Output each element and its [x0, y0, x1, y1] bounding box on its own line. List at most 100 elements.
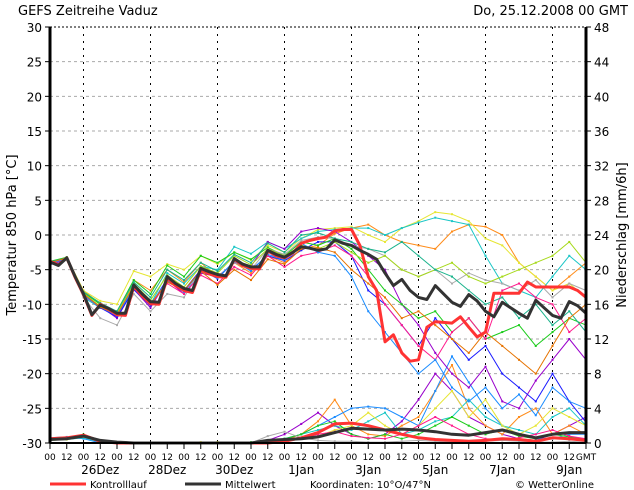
temp-member-point [233, 245, 236, 248]
precip-member-point [317, 433, 319, 436]
x-tick-label: 00 [245, 453, 257, 463]
precip-member-point [384, 407, 386, 410]
temp-member-point [250, 263, 252, 266]
temp-mean-point [166, 275, 169, 278]
precip-member-point [551, 429, 554, 431]
precip-member-point [467, 424, 470, 427]
temp-member-point [350, 225, 353, 228]
precip-member-point [467, 416, 470, 418]
x-tick-label: 12 [162, 453, 173, 463]
precip-member-point [300, 422, 303, 425]
temp-member-point [467, 386, 470, 389]
temp-member-point [250, 252, 252, 255]
temp-member-point [518, 268, 520, 271]
precip-mean-point [367, 428, 370, 431]
precip-member-point [417, 433, 420, 436]
temp-control-point [358, 244, 361, 247]
temp-member-point [116, 324, 118, 327]
precip-member-point [551, 407, 554, 410]
y-tick-label: 5 [34, 194, 42, 208]
temp-member-point [551, 324, 554, 327]
temp-member-point [266, 246, 269, 249]
temp-member-point [400, 317, 403, 320]
y2-tick-label: 0 [594, 437, 602, 451]
precip-member-point [350, 440, 353, 443]
precip-member-point [534, 424, 537, 427]
legend: Kontrolllauf Mittelwert Koordinaten: 10°… [50, 480, 594, 490]
temp-mean-point [459, 305, 462, 308]
temperature-series [49, 211, 588, 424]
temp-member-point [501, 296, 504, 299]
temp-member-point [300, 230, 303, 233]
precip-member-point [534, 407, 537, 410]
temp-member-point [116, 315, 118, 318]
y-tick-label: 0 [34, 229, 42, 243]
precip-control-point [518, 438, 520, 441]
temp-member-line [49, 242, 587, 416]
precip-member-point [417, 424, 420, 427]
precip-mean-point [99, 439, 102, 442]
temp-mean-point [308, 247, 311, 250]
precip-mean-point [518, 433, 520, 436]
precip-control-point [317, 431, 319, 434]
temp-control-point [157, 303, 160, 306]
temp-member-point [551, 254, 554, 257]
temp-member-point [317, 227, 319, 230]
temp-member-point [400, 240, 403, 243]
temp-member-point [132, 292, 135, 295]
temp-member-point [534, 275, 537, 278]
x-tick-label: 12 [564, 453, 575, 463]
temp-member-point [350, 247, 353, 250]
x-tick-label: 00 [413, 453, 425, 463]
temp-member-point [367, 227, 370, 230]
x-tick-label: 00 [346, 453, 358, 463]
temp-member-point [149, 289, 152, 292]
temp-member-point [317, 251, 319, 254]
x-tick-label: 00 [111, 453, 123, 463]
temp-member-point [551, 303, 554, 306]
temp-mean-point [283, 256, 286, 259]
precip-member-point [518, 435, 520, 438]
day-label: 26Dez [81, 463, 119, 477]
temp-member-point [434, 310, 437, 313]
precip-member-point [317, 439, 319, 442]
temp-member-point [367, 234, 370, 236]
temp-mean-point [258, 265, 261, 268]
temp-member-point [451, 282, 453, 285]
temp-member-point [518, 289, 520, 292]
temp-member-point [551, 275, 554, 278]
precip-member-point [400, 416, 403, 418]
y-tick-label: -5 [30, 264, 42, 278]
temp-member-point [501, 234, 504, 236]
temp-member-point [568, 282, 571, 285]
temp-member [49, 227, 587, 410]
precip-member-point [367, 411, 370, 414]
temp-member-line [49, 247, 587, 375]
temp-member-point [149, 304, 152, 307]
temp-member-point [518, 393, 520, 396]
temp-member-point [216, 283, 219, 286]
precip-mean-point [484, 431, 487, 434]
temp-member-point [216, 268, 219, 271]
precip-member-point [333, 398, 336, 401]
temp-mean-point [174, 282, 177, 285]
y2-tick-label: 12 [594, 333, 609, 347]
temp-member-point [183, 292, 185, 295]
temp-control-point [333, 229, 336, 232]
temp-member-point [568, 331, 571, 334]
temp-member-point [467, 220, 470, 223]
temp-control-point [367, 275, 370, 278]
precip-mean-point [501, 429, 504, 431]
precip-member-point [484, 398, 487, 401]
precip-mean-point [417, 429, 420, 431]
x-tick-label: 00 [513, 453, 525, 463]
temp-mean-point [358, 249, 361, 252]
temp-member-point [166, 272, 169, 275]
precip-mean-point [333, 431, 336, 434]
temp-member-point [266, 258, 269, 261]
temp-member-point [417, 317, 420, 320]
temp-member-line [49, 241, 587, 423]
temp-mean-point [551, 314, 554, 317]
x-tick-label: GMT [576, 453, 597, 463]
